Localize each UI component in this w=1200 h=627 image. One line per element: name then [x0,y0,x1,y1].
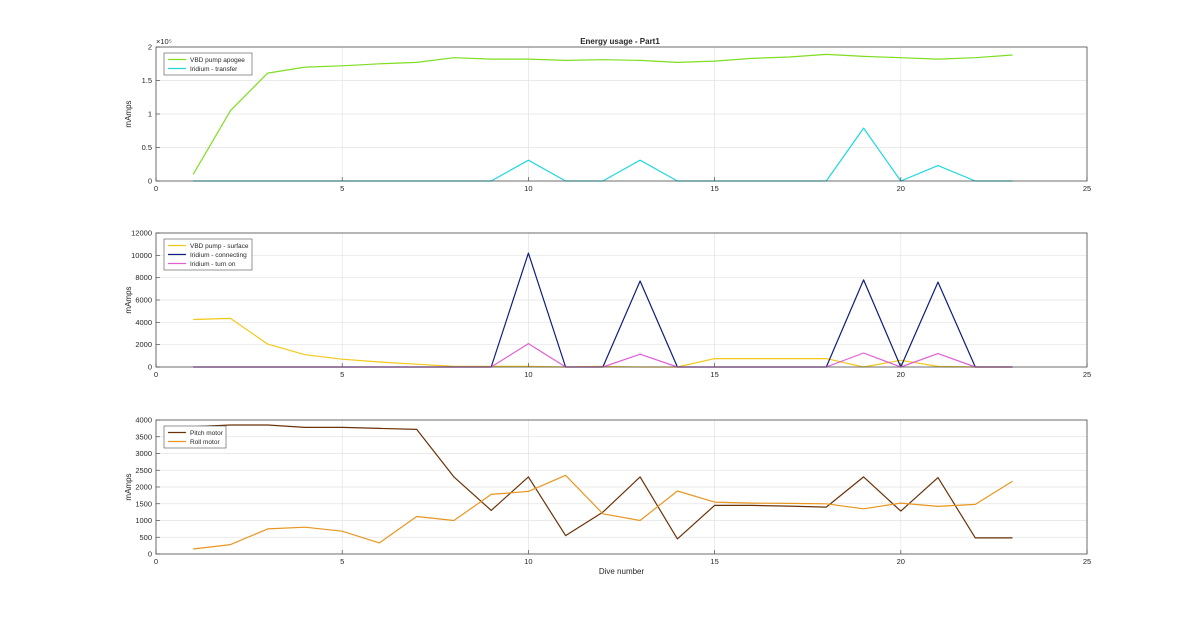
panel-3-xlabel: Dive number [599,567,645,576]
panel-1-legend-label-2: Iridium - transfer [190,66,238,73]
panel-1-y-exponent-label: ×10⁵ [156,37,172,46]
panel-3-xtick-label: 5 [340,557,344,566]
panel-3-ytick-label: 3000 [135,449,152,458]
panel-2-legend-label-2: Iridium - connecting [190,252,247,259]
panel-3-ytick-label: 2500 [135,466,152,475]
panel-3-legend-box [163,425,227,449]
panel-3-ytick-label: 500 [139,533,152,542]
panel-1-ylabel: mAmps [124,100,133,127]
panel-1-legend-label-1: VBD pump apogee [190,57,245,64]
panel-3-xtick-label: 20 [897,557,905,566]
panel-2-ytick-label: 2000 [135,340,152,349]
panel-3-legend-label-2: Roll motor [190,439,220,446]
panel-1-xtick-label: 5 [340,184,344,193]
panel-2-ytick-label: 8000 [135,273,152,282]
panel-1-ytick-label: 0.5 [142,143,152,152]
panel-2-ylabel: mAmps [124,286,133,313]
panel-3-xtick-label: 10 [524,557,532,566]
panel-2-legend-label-1: VBD pump - surface [190,243,249,250]
panel-3-series-1-line [193,424,1013,540]
panel-3-ytick-label: 1000 [135,516,152,525]
panel-3-series-2-line [193,474,1013,550]
panel-3-ylabel: mAmps [124,473,133,500]
panel-1-ytick-label: 1.5 [142,76,152,85]
panel-2-xtick-label: 10 [524,370,532,379]
panel-2-xtick-label: 15 [710,370,718,379]
figure-title: Energy usage - Part1 [580,37,660,46]
panel-1-xtick-label: 20 [897,184,905,193]
panel-1-xtick-label: 25 [1083,184,1091,193]
panel-3-ytick-label: 2000 [135,483,152,492]
panel-2-xtick-label: 25 [1083,370,1091,379]
panel-2-ytick-label: 0 [148,363,152,372]
panel-3-legend-label-1: Pitch motor [190,430,224,437]
panel-2-xtick-label: 0 [154,370,158,379]
panel-1-xtick-label: 15 [710,184,718,193]
panel-1-series-1-line [192,53,1013,175]
panel-1-legend-box [163,52,253,76]
panel-3-ytick-label: 3500 [135,432,152,441]
panel-2-xtick-label: 5 [340,370,344,379]
panel-2-xtick-label: 20 [897,370,905,379]
panel-3-xtick-label: 0 [154,557,158,566]
panel-1-xtick-label: 10 [524,184,532,193]
panel-2-ytick-label: 10000 [131,251,152,260]
panel-3-xtick-label: 15 [710,557,718,566]
panel-2-ytick-label: 4000 [135,318,152,327]
panel-3-xtick-label: 25 [1083,557,1091,566]
panel-2-ytick-label: 12000 [131,229,152,238]
panel-1-xtick-label: 0 [154,184,158,193]
panel-3-ytick-label: 1500 [135,499,152,508]
panel-1-ytick-label: 0 [148,177,152,186]
panel-3-ytick-label: 0 [148,550,152,559]
panel-2-legend-label-3: Iridium - turn on [190,261,236,268]
panel-1-ytick-label: 2 [148,43,152,52]
panel-1-ytick-label: 1 [148,110,152,119]
panel-3-ytick-label: 4000 [135,416,152,425]
panel-2-ytick-label: 6000 [135,296,152,305]
